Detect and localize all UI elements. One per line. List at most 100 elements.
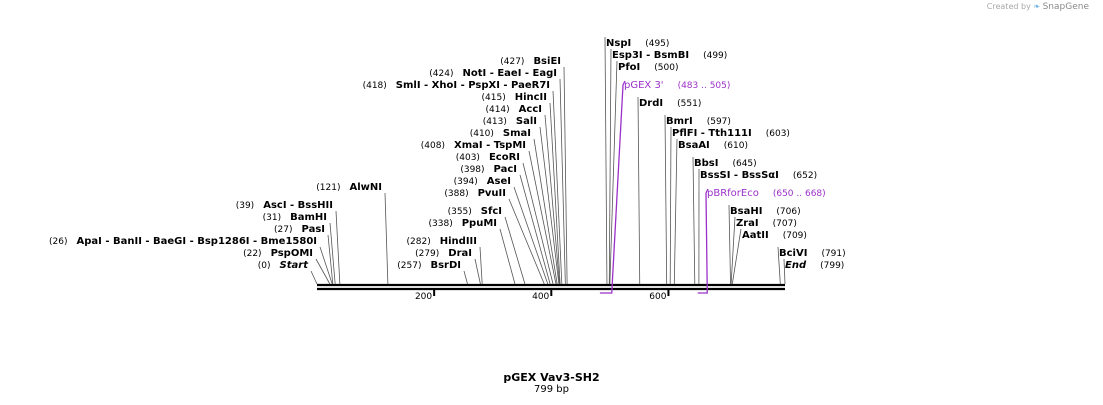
cut-position: (709) bbox=[783, 231, 807, 241]
scale-tick-label: 400 bbox=[532, 292, 549, 302]
enzyme-name: ApaI - BanII - BaeGI - Bsp1286I - Bme158… bbox=[77, 236, 318, 247]
enzyme-label: (26) ApaI - BanII - BaeGI - Bsp1286I - Bm… bbox=[49, 236, 317, 247]
enzyme-label: DrdI (551) bbox=[639, 98, 701, 109]
cut-position: (495) bbox=[645, 39, 669, 49]
enzyme-name: Start bbox=[280, 260, 310, 271]
cut-site-line bbox=[552, 90, 563, 285]
enzyme-name: XmaI - TspMI bbox=[454, 140, 526, 151]
enzyme-label: PfoI (500) bbox=[618, 62, 678, 73]
enzyme-name: SmlI - XhoI - PspXI - PaeR7I bbox=[396, 80, 550, 91]
cut-position: (652) bbox=[793, 171, 817, 181]
enzyme-label: (418) SmlI - XhoI - PspXI - PaeR7I bbox=[363, 80, 550, 91]
enzyme-name: BsrDI bbox=[430, 260, 461, 271]
enzyme-name: SalI bbox=[516, 116, 537, 127]
enzyme-label: (427) BsiEI bbox=[500, 56, 561, 67]
enzyme-label: BciVI (791) bbox=[779, 248, 846, 259]
cut-position: (257) bbox=[397, 261, 421, 271]
cut-site-line bbox=[559, 78, 566, 285]
feature-name: pGEX 3' bbox=[624, 80, 664, 91]
enzyme-name: DrdI bbox=[639, 98, 663, 109]
cut-site-line bbox=[319, 246, 333, 285]
enzyme-label: (22) PspOMI bbox=[243, 248, 313, 259]
enzyme-label: (415) HincII bbox=[482, 92, 548, 103]
enzyme-label: NspI (495) bbox=[606, 38, 669, 49]
cut-site-line bbox=[731, 228, 742, 285]
enzyme-label: (394) AseI bbox=[454, 176, 511, 187]
enzyme-name: NspI bbox=[606, 38, 631, 49]
cut-site-line bbox=[539, 126, 560, 285]
cut-site-line bbox=[528, 150, 557, 285]
cut-position: (707) bbox=[773, 219, 797, 229]
enzyme-name: AccI bbox=[519, 104, 542, 115]
enzyme-name: PacI bbox=[494, 164, 517, 175]
enzyme-name: AlwNI bbox=[350, 182, 383, 193]
enzyme-name: BamHI bbox=[290, 212, 327, 223]
cut-site-line bbox=[637, 96, 641, 285]
feature-name: pBRforEco bbox=[707, 188, 759, 199]
watermark-prefix: Created by bbox=[986, 2, 1031, 11]
enzyme-name: BbsI bbox=[694, 158, 718, 169]
cut-position: (39) bbox=[236, 201, 254, 211]
cut-position: (22) bbox=[243, 249, 261, 259]
enzyme-name: HincII bbox=[515, 92, 547, 103]
cut-position: (418) bbox=[363, 81, 387, 91]
cut-position: (408) bbox=[421, 141, 445, 151]
cut-site-line bbox=[783, 258, 786, 285]
cut-position: (427) bbox=[500, 57, 524, 67]
cut-position: (410) bbox=[470, 129, 494, 139]
cut-position: (597) bbox=[707, 117, 731, 127]
cut-site-line bbox=[673, 138, 678, 285]
cut-position: (26) bbox=[49, 237, 67, 247]
cut-position: (706) bbox=[776, 207, 800, 217]
cut-site-line bbox=[669, 126, 672, 285]
cut-position: (610) bbox=[724, 141, 748, 151]
cut-position: (500) bbox=[654, 63, 678, 73]
cut-site-line bbox=[533, 138, 558, 285]
enzyme-label: (338) PpuMI bbox=[429, 218, 497, 229]
enzyme-label: (388) PvuII bbox=[444, 188, 506, 199]
cut-site-line bbox=[609, 60, 618, 285]
feature-label: pGEX 3' (483 .. 505) bbox=[624, 80, 730, 91]
enzyme-label: BsaAI (610) bbox=[678, 140, 748, 151]
scale-tick-label: 200 bbox=[415, 292, 432, 302]
cut-site-line bbox=[504, 216, 526, 285]
enzyme-label: (257) BsrDI bbox=[397, 260, 461, 271]
enzyme-label: (424) NotI - EaeI - EagI bbox=[429, 68, 557, 79]
enzyme-name: BsaHI bbox=[730, 206, 762, 217]
enzyme-name: BssSI - BssSαI bbox=[700, 170, 779, 181]
enzyme-name: PflFI - Tth111I bbox=[672, 128, 752, 139]
cut-position: (27) bbox=[274, 225, 292, 235]
cut-position: (413) bbox=[483, 117, 507, 127]
enzyme-name: BsaAI bbox=[678, 140, 710, 151]
enzyme-name: PpuMI bbox=[462, 218, 497, 229]
cut-position: (282) bbox=[407, 237, 431, 247]
cut-position: (0) bbox=[258, 261, 271, 271]
cut-site-line bbox=[508, 198, 545, 285]
cut-site-line bbox=[479, 246, 483, 285]
cut-site-line bbox=[327, 234, 334, 285]
cut-site-line bbox=[315, 258, 331, 285]
enzyme-label: BssSI - BssSαI (652) bbox=[700, 170, 817, 181]
map-length: 799 bp bbox=[534, 384, 569, 395]
cut-position: (791) bbox=[821, 249, 845, 259]
enzyme-name: PfoI bbox=[618, 62, 640, 73]
enzyme-label: ZraI (707) bbox=[736, 218, 797, 229]
enzyme-label: (398) PacI bbox=[460, 164, 517, 175]
enzyme-name: BmrI bbox=[666, 116, 693, 127]
cut-site-line bbox=[463, 270, 468, 285]
enzyme-name: HindIII bbox=[440, 236, 477, 247]
cut-site-line bbox=[664, 114, 668, 285]
watermark-brand: SnapGene bbox=[1042, 2, 1089, 12]
cut-position: (403) bbox=[456, 153, 480, 163]
enzyme-label: (121) AlwNI bbox=[316, 182, 382, 193]
feature-bracket bbox=[599, 80, 626, 294]
enzyme-name: PspOMI bbox=[271, 248, 313, 259]
enzyme-label: (39) AscI - BssHII bbox=[236, 200, 333, 211]
cut-site-line bbox=[335, 210, 341, 285]
feature-bracket bbox=[697, 188, 709, 294]
enzyme-name: Esp3I - BsmBI bbox=[612, 50, 689, 61]
enzyme-name: BsiEI bbox=[533, 56, 561, 67]
cut-site-line bbox=[384, 192, 389, 285]
enzyme-label: (403) EcoRI bbox=[456, 152, 520, 163]
